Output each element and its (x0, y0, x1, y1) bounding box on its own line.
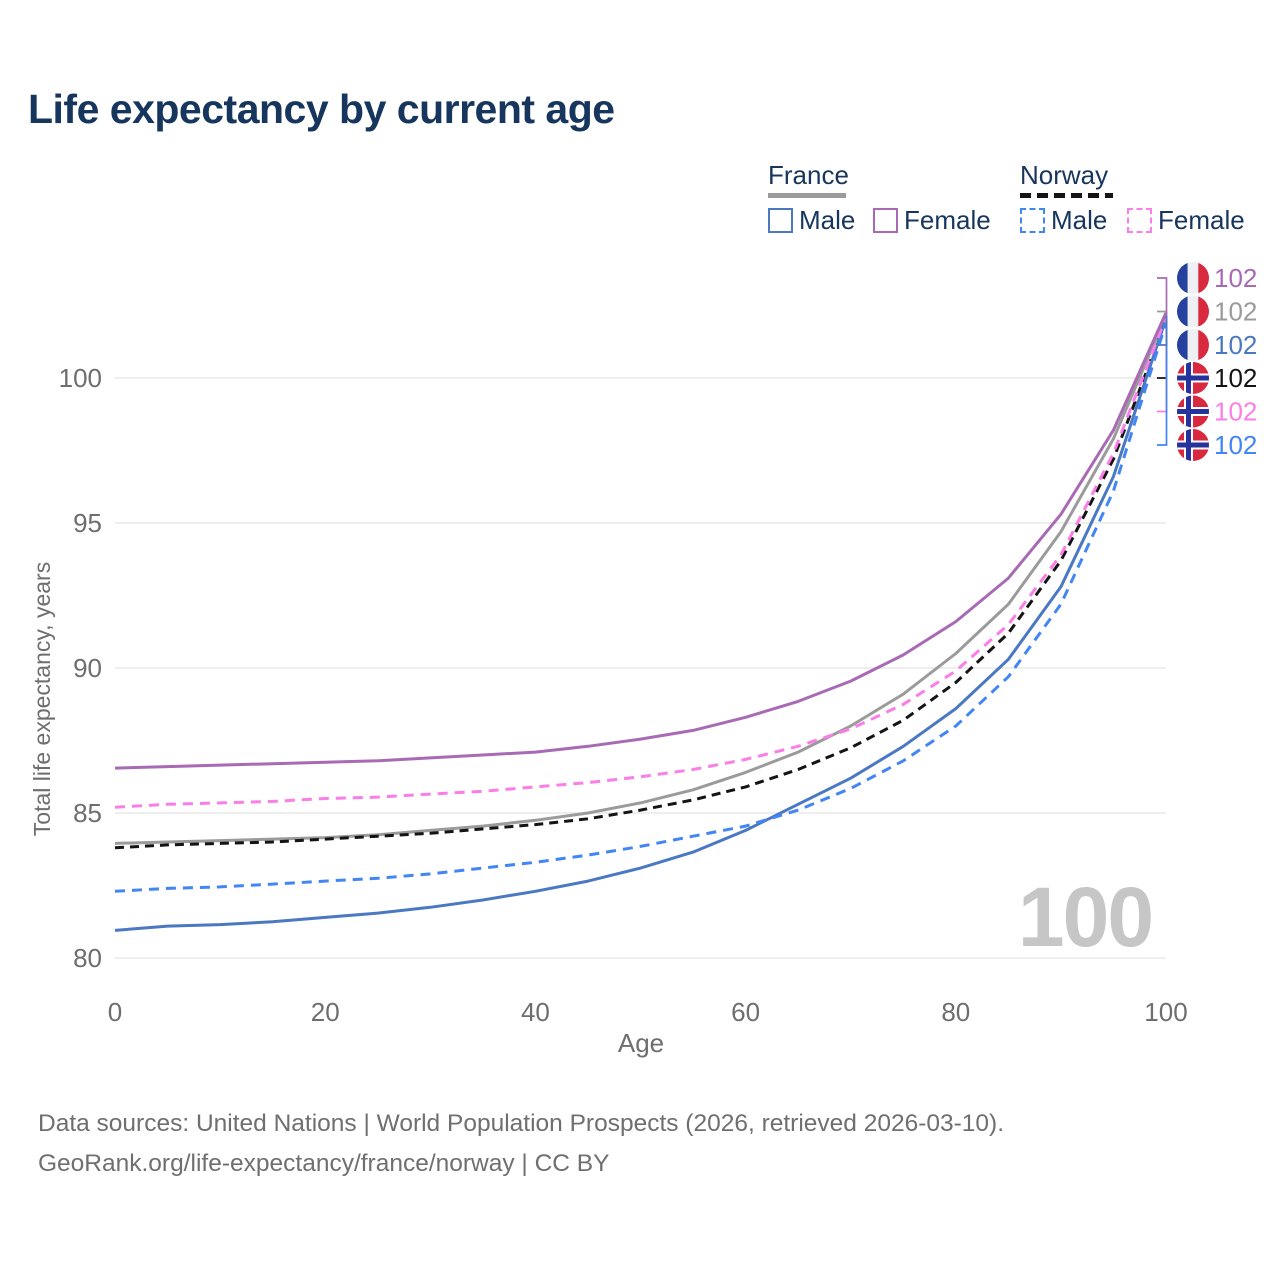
legend-underline-norway (1020, 193, 1113, 198)
x-tick-label-40: 40 (521, 997, 550, 1027)
legend-item-label: Female (1158, 205, 1245, 235)
legend-group-france-label: France (768, 160, 849, 190)
end-label-value-norway-total: 102 (1214, 363, 1257, 393)
end-label-norway-male: 102 (1177, 429, 1257, 461)
series-line-norway-male[interactable] (114, 322, 1168, 893)
data-sources-footer: Data sources: United Nations | World Pop… (38, 1104, 1004, 1184)
y-tick-label-95: 95 (73, 508, 102, 538)
footer-line-sources: Data sources: United Nations | World Pop… (38, 1110, 1005, 1137)
legend-item-label: Male (1051, 205, 1108, 235)
france-flag-icon (1177, 262, 1209, 294)
x-tick-label-0: 0 (108, 997, 122, 1027)
page-title: Life expectancy by current age (28, 86, 615, 132)
legend-item-france-male[interactable]: Male (768, 205, 855, 236)
legend-item-label: Female (904, 205, 991, 235)
norway-male-swatch-icon[interactable] (1020, 208, 1045, 233)
france-female-swatch-icon[interactable] (873, 208, 898, 233)
x-tick-label-80: 80 (941, 997, 970, 1027)
end-label-norway-female: 102 (1177, 395, 1257, 428)
end-label-value-france-female: 102 (1214, 263, 1257, 293)
legend-item-label: Male (799, 205, 856, 235)
norway-flag-icon (1177, 395, 1209, 428)
series-line-france-total[interactable] (114, 315, 1168, 845)
france-flag-icon (1177, 329, 1209, 361)
end-label-value-norway-female: 102 (1214, 397, 1257, 427)
norway-flag-icon (1177, 362, 1209, 394)
legend-group-norway-label: Norway (1020, 160, 1109, 190)
end-label-france-female: 102 (1177, 262, 1257, 294)
norway-flag-icon (1177, 429, 1209, 461)
x-tick-label-60: 60 (731, 997, 760, 1027)
legend-item-norway-female[interactable]: Female (1127, 205, 1245, 236)
x-tick-label-100: 100 (1144, 997, 1187, 1027)
series-line-france-female[interactable] (114, 312, 1168, 770)
y-tick-label-90: 90 (73, 653, 102, 683)
legend-item-france-female[interactable]: Female (873, 205, 991, 236)
legend-item-norway-male[interactable]: Male (1020, 205, 1107, 236)
series-line-france-male[interactable] (114, 318, 1168, 932)
end-label-connector-france-male (1157, 316, 1168, 346)
y-tick-label-80: 80 (73, 943, 102, 973)
series-line-norway-total[interactable] (114, 319, 1168, 850)
norway-female-swatch-icon[interactable] (1127, 208, 1152, 233)
y-tick-label-100: 100 (59, 363, 102, 393)
france-flag-icon (1177, 295, 1209, 328)
end-label-connector-france-female (1157, 277, 1168, 316)
end-label-france-total: 102 (1177, 295, 1257, 328)
x-axis-title: Age (618, 1028, 664, 1058)
legend-underline-france (768, 193, 846, 198)
y-axis-title: Total life expectancy, years (29, 562, 55, 836)
end-label-value-france-male: 102 (1214, 330, 1257, 360)
end-label-france-male: 102 (1177, 329, 1257, 361)
series-line-norway-female[interactable] (114, 316, 1168, 809)
end-label-value-norway-male: 102 (1214, 430, 1257, 460)
end-label-connector-norway-male (1157, 316, 1168, 446)
x-tick-label-20: 20 (311, 997, 340, 1027)
end-label-value-france-total: 102 (1214, 297, 1257, 327)
france-male-swatch-icon[interactable] (768, 208, 793, 233)
age-watermark: 100 (1018, 870, 1152, 964)
end-label-norway-total: 102 (1177, 362, 1257, 394)
y-tick-label-85: 85 (73, 798, 102, 828)
footer-line-attribution: GeoRank.org/life-expectancy/france/norwa… (38, 1150, 610, 1177)
